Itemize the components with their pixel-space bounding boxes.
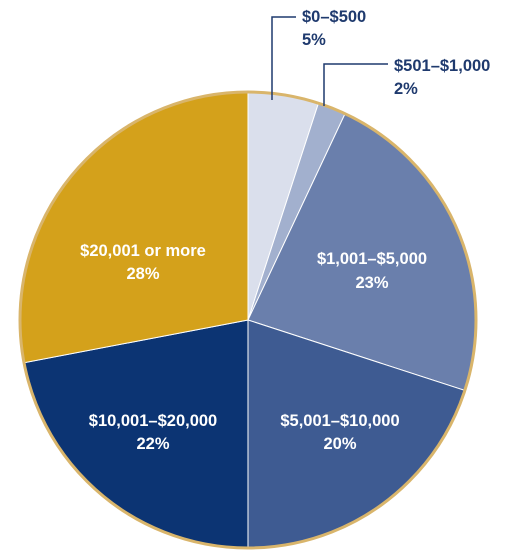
slice-value-label-501-1-000: 2% bbox=[394, 80, 418, 98]
slice-value-label-0-500: 5% bbox=[302, 31, 326, 49]
pie-slices bbox=[19, 91, 477, 549]
slice-category-label-1-001-5-000: $1,001–$5,000 bbox=[317, 250, 427, 268]
slice-labels: $0–$500 5% $501–$1,000 2% $1,001–$5,000 23% $5… bbox=[80, 8, 490, 453]
slice-category-label-0-500: $0–$500 bbox=[302, 8, 366, 26]
slice-value-label-1-001-5-000: 23% bbox=[355, 274, 388, 292]
slice-category-label-10-001-20-000: $10,001–$20,000 bbox=[89, 412, 217, 430]
pie-slice-20-001-or-more bbox=[19, 91, 249, 364]
pie-outline bbox=[18, 90, 478, 550]
slice-category-label-5-001-10-000: $5,001–$10,000 bbox=[280, 412, 399, 430]
callout-leaders bbox=[271, 16, 388, 106]
callout-line-0-500 bbox=[271, 16, 296, 100]
callout-line-501-1-000 bbox=[323, 63, 388, 106]
slice-category-label-20-001-or-more: $20,001 or more bbox=[80, 242, 206, 260]
slice-value-label-5-001-10-000: 20% bbox=[323, 435, 356, 453]
slice-value-label-20-001-or-more: 28% bbox=[126, 265, 159, 283]
slice-category-label-501-1-000: $501–$1,000 bbox=[394, 57, 490, 75]
slice-value-label-10-001-20-000: 22% bbox=[136, 435, 169, 453]
